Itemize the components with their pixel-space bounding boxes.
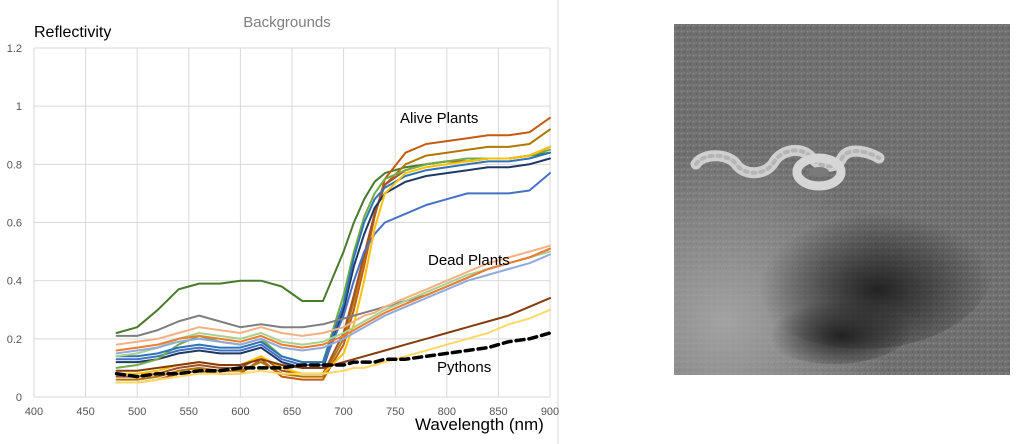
x-tick-label: 800 (438, 406, 456, 418)
series-lines (114, 116, 552, 384)
series-line (115, 253, 551, 355)
series-line (114, 331, 552, 379)
series-line (115, 247, 551, 352)
python-snake (690, 145, 885, 191)
y-tick-label: 0.6 (7, 218, 22, 230)
x-tick-label: 600 (231, 406, 249, 418)
x-tick-label: 450 (76, 406, 94, 418)
series-line (115, 308, 551, 384)
series-line (115, 297, 551, 372)
python-grass-photo (674, 24, 1010, 375)
series-line (115, 157, 551, 369)
y-tick-labels: 0 0.2 0.4 0.6 0.8 1 1.2 (7, 43, 22, 404)
x-tick-label: 400 (25, 406, 43, 418)
y-tick-label: 1 (16, 101, 22, 113)
y-tick-label: 0.4 (7, 276, 22, 288)
gridlines (33, 47, 551, 398)
chart-canvas: 400 450 500 550 600 650 700 750 800 850 900 0 0.2 0.… (6, 0, 560, 444)
chart-title: Backgrounds (243, 14, 331, 31)
y-tick-label: 0.8 (7, 159, 22, 171)
series-line (115, 172, 551, 366)
x-tick-label: 750 (386, 406, 404, 418)
series-line (115, 151, 551, 364)
y-tick-label: 0 (16, 392, 22, 404)
reflectivity-chart: 400 450 500 550 600 650 700 750 800 850 900 0 0.2 0.… (6, 0, 560, 444)
annotation-pythons: Pythons (437, 359, 491, 376)
x-tick-label: 650 (283, 406, 301, 418)
annotation-dead-plants: Dead Plants (428, 252, 510, 269)
photo-canvas (674, 24, 1010, 375)
series-line (115, 250, 551, 358)
y-tick-label: 0.2 (7, 334, 22, 346)
x-tick-label: 850 (489, 406, 507, 418)
annotation-alive-plants: Alive Plants (400, 110, 478, 127)
x-tick-label: 700 (334, 406, 352, 418)
x-tick-label: 500 (128, 406, 146, 418)
series-line (115, 244, 551, 346)
series-line (115, 128, 551, 381)
dark-ground-shadow-lower (754, 284, 914, 364)
x-tick-labels: 400 450 500 550 600 650 700 750 800 850 900 (25, 406, 559, 418)
x-axis-label: Wavelength (nm) (415, 415, 544, 434)
y-tick-label: 1.2 (7, 43, 22, 55)
x-tick-label: 550 (180, 406, 198, 418)
x-tick-label: 900 (541, 406, 559, 418)
y-axis-label: Reflectivity (34, 24, 111, 41)
